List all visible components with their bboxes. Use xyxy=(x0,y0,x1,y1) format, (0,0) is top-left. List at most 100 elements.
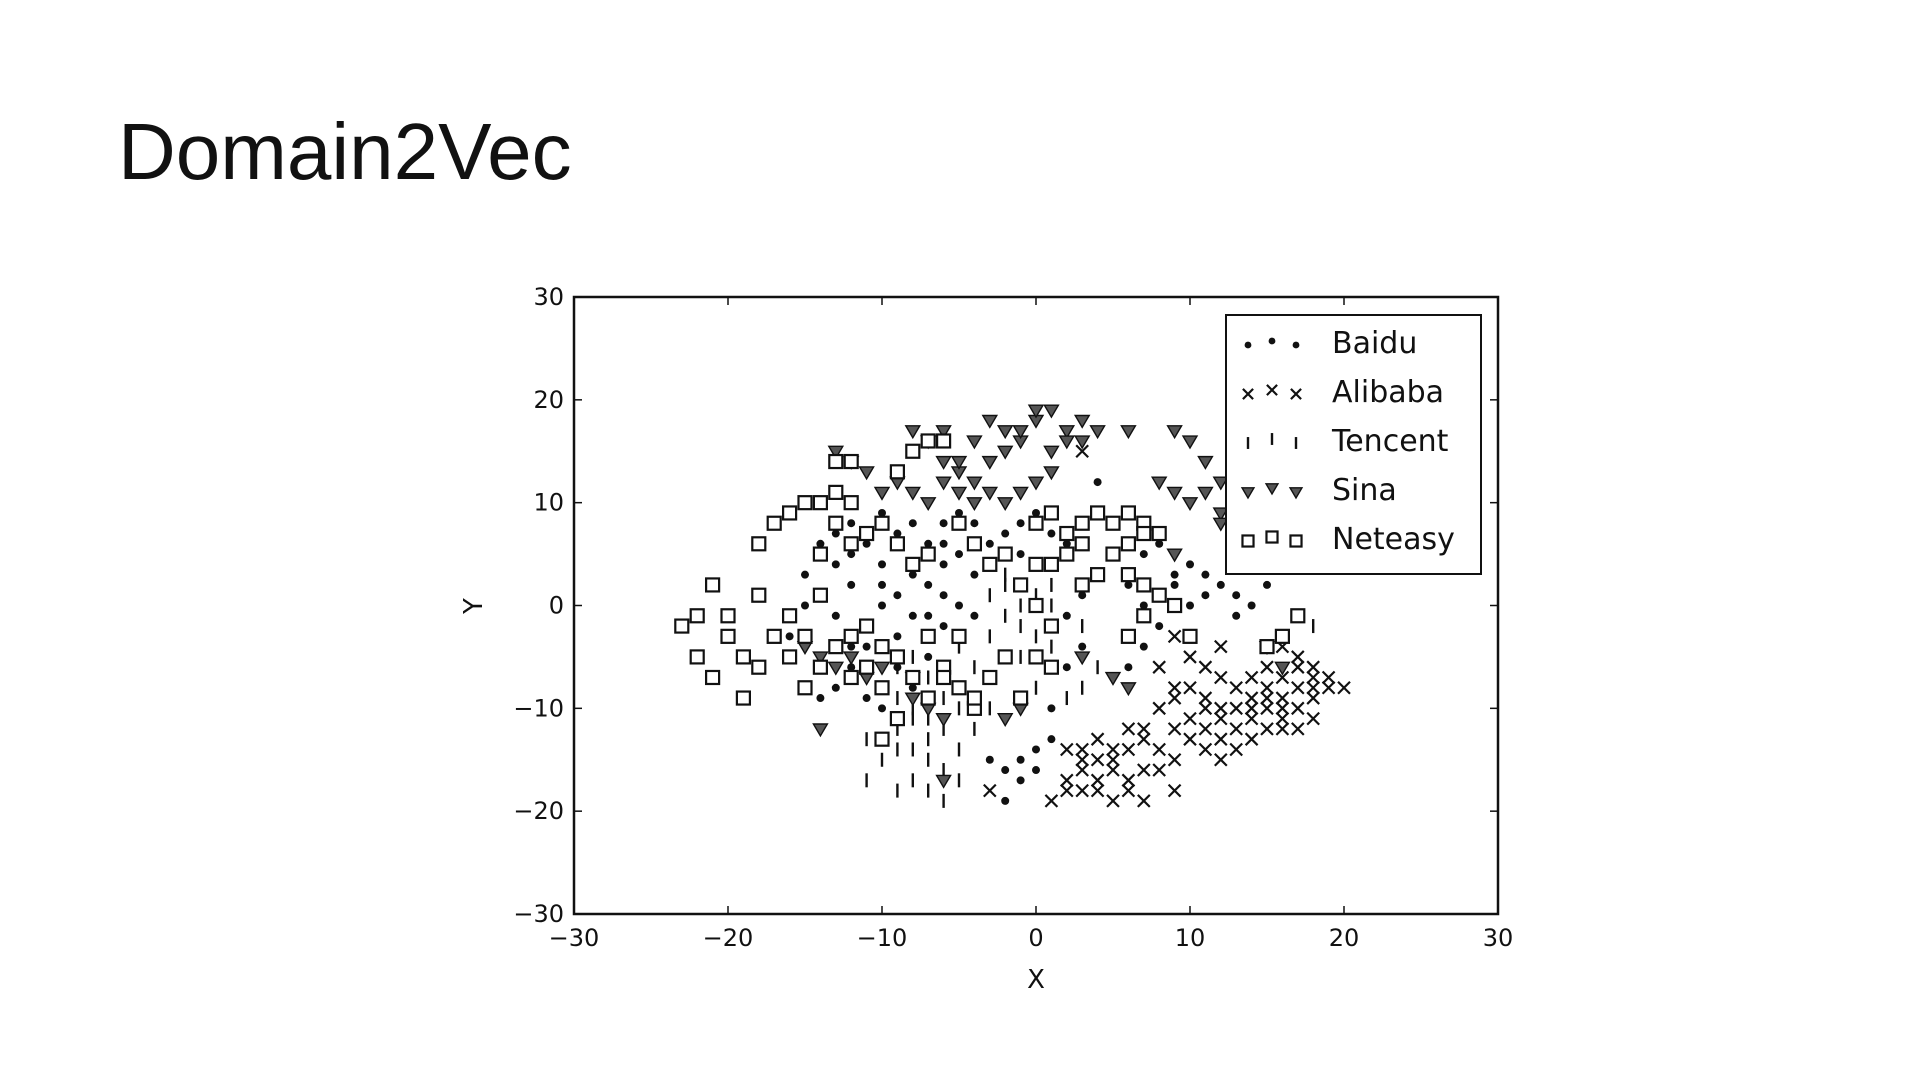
point-neteasy xyxy=(1012,577,1029,593)
point-baidu xyxy=(939,560,948,569)
point-neteasy xyxy=(704,577,721,593)
point-baidu xyxy=(924,539,933,548)
legend-label: Neteasy xyxy=(1332,522,1455,557)
point-sina xyxy=(827,445,845,460)
legend: Baidu Alibaba Tencent Sina Neteasy xyxy=(1225,314,1482,575)
point-baidu xyxy=(908,570,917,579)
point-neteasy xyxy=(858,659,875,675)
point-baidu xyxy=(1047,735,1056,744)
point-alibaba xyxy=(1214,711,1228,726)
legend-marker xyxy=(1240,487,1256,500)
point-alibaba xyxy=(1152,742,1166,757)
point-baidu xyxy=(1093,478,1102,487)
point-neteasy xyxy=(1274,628,1291,644)
point-baidu xyxy=(862,642,871,651)
point-sina xyxy=(1166,425,1183,440)
point-sina xyxy=(935,476,952,491)
point-sina xyxy=(1012,486,1029,501)
point-baidu xyxy=(908,519,917,528)
point-neteasy xyxy=(1074,577,1090,593)
point-neteasy xyxy=(843,536,859,552)
legend-marker xyxy=(1241,534,1255,548)
legend-marker xyxy=(1264,483,1280,496)
point-alibaba xyxy=(1167,783,1182,798)
point-baidu xyxy=(908,611,917,620)
point-alibaba xyxy=(1106,794,1120,808)
point-alibaba xyxy=(1075,742,1089,757)
point-neteasy xyxy=(1043,556,1060,572)
point-sina xyxy=(1274,661,1291,676)
point-alibaba xyxy=(1260,691,1274,705)
point-baidu xyxy=(1032,508,1040,517)
point-alibaba xyxy=(1167,752,1182,767)
point-baidu xyxy=(831,611,840,620)
point-baidu xyxy=(1001,529,1010,538)
point-sina xyxy=(981,414,999,429)
point-neteasy xyxy=(951,680,967,696)
point-neteasy xyxy=(828,515,844,531)
point-neteasy xyxy=(858,618,875,634)
point-neteasy xyxy=(935,669,952,686)
point-alibaba xyxy=(1167,722,1182,736)
point-neteasy xyxy=(1059,546,1075,562)
point-alibaba xyxy=(1244,670,1259,685)
point-neteasy xyxy=(735,649,752,665)
point-alibaba xyxy=(1198,742,1213,757)
point-neteasy xyxy=(1059,525,1075,542)
point-baidu xyxy=(847,519,856,528)
point-sina xyxy=(842,651,860,666)
point-neteasy xyxy=(1074,515,1090,531)
point-neteasy xyxy=(689,608,705,624)
point-neteasy xyxy=(920,628,936,644)
point-alibaba xyxy=(1229,722,1243,736)
x-tick-label: 20 xyxy=(1329,924,1360,952)
point-baidu xyxy=(847,642,856,651)
point-baidu xyxy=(878,580,886,589)
point-baidu xyxy=(1016,755,1025,764)
point-baidu xyxy=(893,632,902,641)
point-sina xyxy=(966,497,983,512)
point-sina xyxy=(1027,404,1045,419)
point-sina xyxy=(1150,476,1168,491)
point-baidu xyxy=(1047,704,1056,713)
point-baidu xyxy=(1124,580,1133,589)
point-neteasy xyxy=(1259,639,1275,655)
point-baidu xyxy=(1247,601,1256,610)
point-neteasy xyxy=(797,628,813,644)
point-alibaba xyxy=(1090,732,1105,746)
point-alibaba xyxy=(1044,794,1059,808)
point-neteasy xyxy=(966,690,983,706)
point-sina xyxy=(1043,404,1060,419)
point-baidu xyxy=(1062,611,1071,620)
point-neteasy xyxy=(828,453,844,470)
point-baidu xyxy=(1155,622,1164,631)
point-baidu xyxy=(878,560,886,569)
point-alibaba xyxy=(1260,680,1274,695)
point-sina xyxy=(996,497,1014,512)
point-baidu xyxy=(785,632,794,641)
point-baidu xyxy=(1016,776,1025,785)
point-baidu xyxy=(1032,766,1040,775)
point-baidu xyxy=(878,704,886,713)
point-neteasy xyxy=(1120,505,1137,521)
point-neteasy xyxy=(920,546,936,562)
point-neteasy xyxy=(828,484,844,500)
point-neteasy xyxy=(858,525,875,542)
point-alibaba xyxy=(1152,763,1166,777)
point-sina xyxy=(996,445,1014,460)
legend-marker xyxy=(1292,341,1300,349)
point-neteasy xyxy=(781,608,798,624)
point-alibaba xyxy=(1167,680,1182,695)
series-neteasy xyxy=(674,433,1306,747)
point-baidu xyxy=(924,611,933,620)
point-alibaba xyxy=(1060,742,1074,757)
point-baidu xyxy=(1155,539,1164,548)
slide-title: Domain2Vec xyxy=(118,107,572,196)
point-alibaba xyxy=(1291,680,1305,695)
point-alibaba xyxy=(1106,742,1120,757)
point-sina xyxy=(1120,682,1137,697)
point-neteasy xyxy=(843,495,859,511)
point-alibaba xyxy=(1214,670,1228,685)
point-baidu xyxy=(939,539,948,548)
point-alibaba xyxy=(1198,722,1213,736)
